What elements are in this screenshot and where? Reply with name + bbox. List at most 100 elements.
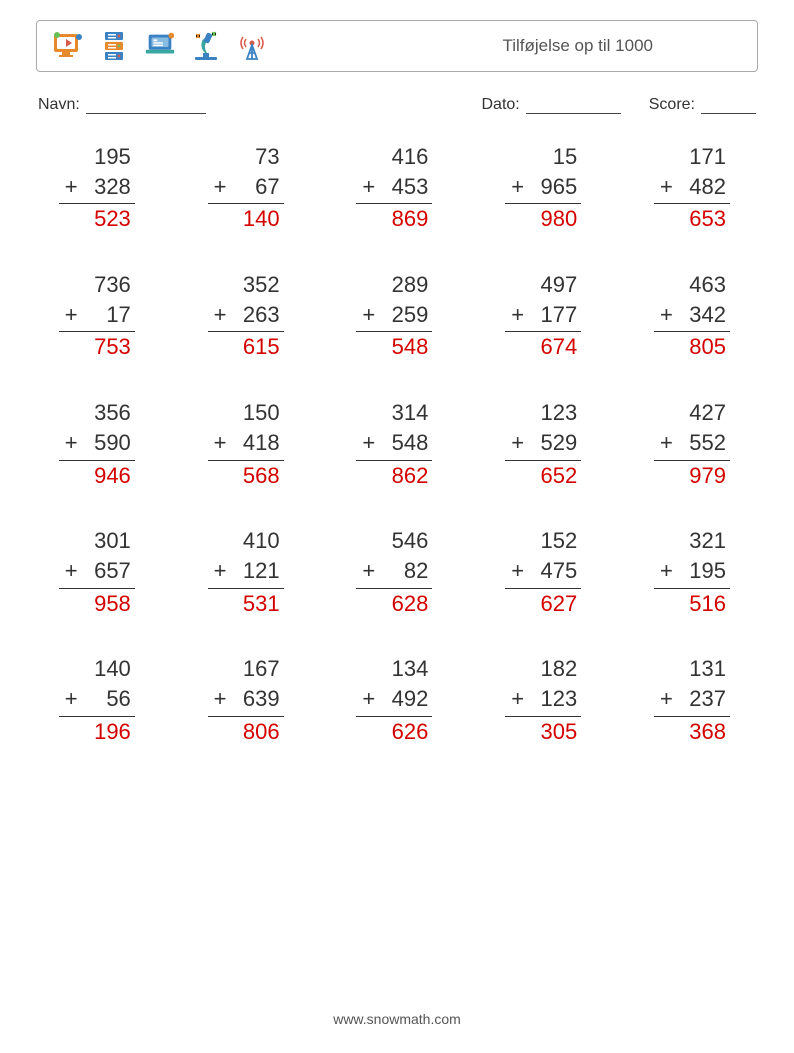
operand-a: 410 xyxy=(243,526,280,556)
operand-a: 301 xyxy=(94,526,131,556)
operand-b-row: +475 xyxy=(511,556,577,586)
answer: 626 xyxy=(392,717,429,747)
server-icon xyxy=(97,29,131,63)
operand-b-row: +657 xyxy=(65,556,131,586)
answer: 806 xyxy=(243,717,280,747)
plus-sign: + xyxy=(660,172,673,202)
operand-a: 321 xyxy=(689,526,726,556)
operand-a: 140 xyxy=(94,654,131,684)
plus-sign: + xyxy=(214,556,227,586)
plus-sign: + xyxy=(65,428,78,458)
operand-b: 529 xyxy=(540,428,577,458)
operand-b-row: +548 xyxy=(362,428,428,458)
operand-b-row: +453 xyxy=(362,172,428,202)
operand-b: 123 xyxy=(540,684,577,714)
date-label: Dato: xyxy=(482,96,520,114)
header-box: Tilføjelse op til 1000 xyxy=(36,20,758,72)
plus-sign: + xyxy=(65,684,78,714)
answer: 674 xyxy=(540,332,577,362)
operand-a: 356 xyxy=(94,398,131,428)
problem: 546+ 82628 xyxy=(338,526,457,618)
answer: 862 xyxy=(392,461,429,491)
operand-b: 195 xyxy=(689,556,726,586)
answer: 548 xyxy=(392,332,429,362)
answer: 523 xyxy=(94,204,131,234)
problem: 321+195516 xyxy=(635,526,754,618)
operand-b: 82 xyxy=(392,556,429,586)
operand-b-row: +492 xyxy=(362,684,428,714)
plus-sign: + xyxy=(362,300,375,330)
plus-sign: + xyxy=(65,556,78,586)
operand-b-row: + 82 xyxy=(362,556,428,586)
operand-a: 314 xyxy=(392,398,429,428)
answer: 653 xyxy=(689,204,726,234)
problem: 123+529652 xyxy=(486,398,605,490)
problem: 736+ 17753 xyxy=(40,270,159,362)
problem: 152+475627 xyxy=(486,526,605,618)
plus-sign: + xyxy=(660,428,673,458)
operand-b: 453 xyxy=(392,172,429,202)
plus-sign: + xyxy=(660,684,673,714)
name-label: Navn: xyxy=(38,96,80,114)
answer: 805 xyxy=(689,332,726,362)
plus-sign: + xyxy=(65,172,78,202)
problem: 140+ 56196 xyxy=(40,654,159,746)
plus-sign: + xyxy=(511,300,524,330)
answer: 568 xyxy=(243,461,280,491)
answer: 196 xyxy=(94,717,131,747)
plus-sign: + xyxy=(65,300,78,330)
plus-sign: + xyxy=(362,428,375,458)
plus-sign: + xyxy=(214,684,227,714)
answer: 979 xyxy=(689,461,726,491)
operand-a: 289 xyxy=(392,270,429,300)
problem: 289+259548 xyxy=(338,270,457,362)
operand-b-row: +529 xyxy=(511,428,577,458)
operand-a: 171 xyxy=(689,142,726,172)
answer: 140 xyxy=(243,204,280,234)
date-underline xyxy=(526,96,621,114)
operand-b-row: + 67 xyxy=(214,172,280,202)
worksheet-page: Tilføjelse op til 1000 Navn: Dato: Score… xyxy=(0,0,794,1053)
answer: 516 xyxy=(689,589,726,619)
answer: 652 xyxy=(540,461,577,491)
operand-a: 73 xyxy=(243,142,280,172)
operand-a: 131 xyxy=(689,654,726,684)
operand-a: 463 xyxy=(689,270,726,300)
answer: 628 xyxy=(392,589,429,619)
operand-b: 639 xyxy=(243,684,280,714)
score-underline xyxy=(701,96,756,114)
operand-b-row: +195 xyxy=(660,556,726,586)
answer: 980 xyxy=(540,204,577,234)
answer: 869 xyxy=(392,204,429,234)
problem: 171+482653 xyxy=(635,142,754,234)
operand-b: 965 xyxy=(540,172,577,202)
answer: 615 xyxy=(243,332,280,362)
operand-b: 67 xyxy=(243,172,280,202)
antenna-icon xyxy=(235,29,269,63)
operand-b: 548 xyxy=(392,428,429,458)
plus-sign: + xyxy=(511,684,524,714)
plus-sign: + xyxy=(511,556,524,586)
operand-a: 497 xyxy=(540,270,577,300)
plus-sign: + xyxy=(362,684,375,714)
operand-b-row: +639 xyxy=(214,684,280,714)
operand-a: 152 xyxy=(540,526,577,556)
operand-a: 736 xyxy=(94,270,131,300)
problem: 356+590946 xyxy=(40,398,159,490)
operand-a: 150 xyxy=(243,398,280,428)
problem: 73+ 67140 xyxy=(189,142,308,234)
problem: 15+965980 xyxy=(486,142,605,234)
answer: 368 xyxy=(689,717,726,747)
problem: 167+639806 xyxy=(189,654,308,746)
plus-sign: + xyxy=(660,556,673,586)
problem: 301+657958 xyxy=(40,526,159,618)
plus-sign: + xyxy=(362,556,375,586)
operand-a: 352 xyxy=(243,270,280,300)
operand-b-row: +328 xyxy=(65,172,131,202)
problem: 427+552979 xyxy=(635,398,754,490)
problem: 182+123305 xyxy=(486,654,605,746)
plus-sign: + xyxy=(214,172,227,202)
operand-b-row: +259 xyxy=(362,300,428,330)
plus-sign: + xyxy=(362,172,375,202)
computer-icon xyxy=(51,29,85,63)
